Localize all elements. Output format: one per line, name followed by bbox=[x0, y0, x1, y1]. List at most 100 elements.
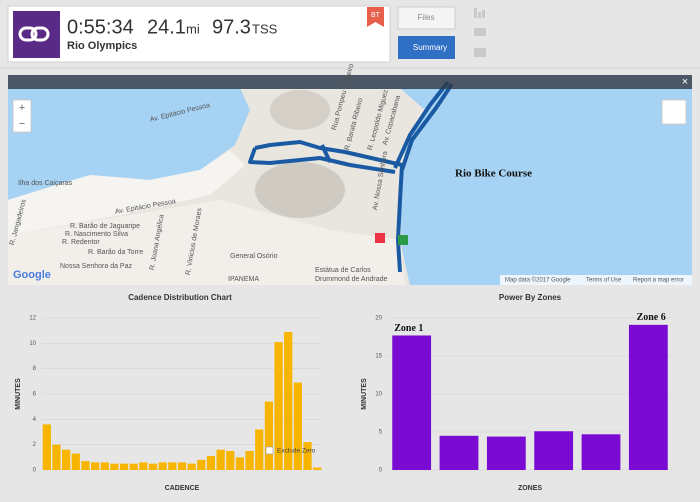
bar bbox=[91, 462, 100, 470]
start-marker bbox=[375, 233, 385, 243]
map-title: Rio Bike Course bbox=[455, 168, 532, 180]
bar bbox=[197, 459, 206, 470]
bar bbox=[148, 463, 158, 470]
y-tick-label: 12 bbox=[29, 316, 36, 322]
street-label: R. Nascimento Silva bbox=[65, 231, 128, 238]
bar bbox=[62, 449, 71, 470]
bar bbox=[100, 462, 109, 470]
y-tick-label: 20 bbox=[375, 316, 382, 322]
bar bbox=[216, 449, 225, 470]
bar bbox=[534, 431, 574, 470]
files-button[interactable] bbox=[397, 6, 456, 30]
bar bbox=[129, 463, 138, 470]
street-label: R. Redentor bbox=[62, 239, 100, 246]
bar bbox=[177, 462, 187, 470]
activity-card bbox=[7, 5, 391, 63]
y-tick-label: 10 bbox=[29, 341, 36, 347]
map-sea bbox=[400, 88, 692, 285]
distance-unit: mi bbox=[186, 21, 200, 36]
map-lagoon bbox=[8, 88, 250, 200]
bar bbox=[264, 401, 273, 470]
category-label: Zone 6 bbox=[637, 312, 666, 323]
y-tick-label: 8 bbox=[33, 366, 37, 372]
y-axis-label: MINUTES bbox=[15, 378, 22, 410]
bar bbox=[581, 434, 621, 470]
badge[interactable] bbox=[367, 7, 384, 27]
duration: 0:55:34 bbox=[67, 16, 134, 38]
tss-unit: TSS bbox=[252, 21, 278, 36]
terms-link[interactable]: Terms of Use bbox=[586, 278, 622, 284]
map-toolbar bbox=[8, 75, 692, 89]
y-tick-label: 15 bbox=[375, 354, 382, 360]
bar bbox=[274, 342, 283, 470]
bar bbox=[71, 453, 80, 470]
bar bbox=[245, 451, 254, 470]
finish-marker bbox=[398, 235, 408, 245]
y-tick-label: 6 bbox=[33, 392, 37, 398]
side-icons[interactable] bbox=[474, 8, 486, 57]
bar bbox=[187, 463, 196, 470]
zoom-control[interactable] bbox=[12, 99, 32, 133]
route bbox=[248, 80, 454, 273]
y-tick-label: 10 bbox=[375, 392, 382, 398]
zoom-in[interactable]: + bbox=[19, 102, 25, 114]
street-label: R. Barão da Torre bbox=[88, 249, 143, 256]
tss: 97.3 bbox=[212, 16, 251, 38]
bar bbox=[284, 331, 293, 470]
bar bbox=[486, 436, 526, 470]
bar bbox=[52, 444, 61, 470]
place-label: Ilha dos Caiçaras bbox=[18, 180, 73, 187]
y-tick-label: 0 bbox=[33, 468, 37, 474]
map-hill bbox=[255, 162, 345, 218]
bar bbox=[81, 461, 90, 470]
summary-button[interactable] bbox=[398, 36, 455, 59]
bike-chain-icon bbox=[18, 26, 50, 42]
google-logo: Google bbox=[13, 269, 51, 281]
map-road-band bbox=[8, 150, 245, 235]
place-label: General Osório bbox=[230, 253, 278, 260]
bar bbox=[392, 335, 432, 470]
activity-title: Rio Olympics bbox=[67, 40, 137, 52]
y-tick-label: 4 bbox=[33, 417, 37, 423]
checkbox-label: Exclude Zero bbox=[277, 448, 316, 455]
bar bbox=[42, 424, 51, 470]
distance: 24.1 bbox=[147, 16, 186, 38]
files-label: Files bbox=[418, 13, 435, 22]
y-tick-label: 2 bbox=[33, 442, 37, 448]
map: × + − Rio Bike Course Av. Epitácio Pesso… bbox=[8, 63, 692, 285]
attribution: Map data ©2017 Google bbox=[505, 277, 571, 284]
street-label: R. Barão de Jaguaripe bbox=[70, 223, 140, 230]
chart-title: Cadence Distribution Chart bbox=[128, 293, 232, 302]
badge-label: BT bbox=[371, 12, 381, 19]
x-axis-label: ZONES bbox=[518, 485, 542, 492]
place-label: Estátua de Carlos bbox=[315, 267, 371, 274]
bar bbox=[439, 435, 479, 470]
bar bbox=[119, 463, 129, 470]
summary-label: Summary bbox=[413, 43, 447, 52]
bar bbox=[139, 462, 148, 470]
bar bbox=[206, 456, 216, 470]
report-link[interactable]: Report a map error bbox=[633, 278, 684, 284]
bar bbox=[255, 429, 264, 470]
category-label: Zone 1 bbox=[394, 323, 423, 334]
y-axis-label: MINUTES bbox=[361, 378, 368, 410]
bar bbox=[293, 382, 302, 470]
bar bbox=[303, 442, 312, 470]
map-hill bbox=[270, 90, 330, 130]
bar bbox=[158, 462, 167, 470]
map-district bbox=[8, 200, 405, 285]
map-close[interactable]: × bbox=[682, 76, 688, 88]
zoom-out[interactable]: − bbox=[19, 118, 25, 130]
x-axis-label: CADENCE bbox=[165, 485, 200, 492]
bar bbox=[168, 462, 177, 470]
bar bbox=[628, 324, 668, 470]
checkbox[interactable] bbox=[265, 446, 274, 455]
bar bbox=[313, 467, 322, 470]
bar bbox=[110, 463, 119, 470]
layers-button[interactable] bbox=[661, 99, 687, 125]
attribution-bar bbox=[500, 275, 692, 285]
bar bbox=[226, 451, 235, 470]
y-tick-label: 5 bbox=[379, 430, 383, 436]
